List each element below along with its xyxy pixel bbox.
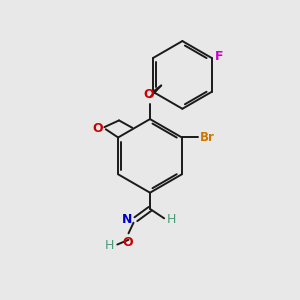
Text: O: O [143, 88, 154, 101]
Text: O: O [93, 122, 104, 135]
Text: N: N [122, 213, 132, 226]
Text: H: H [167, 213, 176, 226]
Text: H: H [105, 239, 114, 253]
Text: F: F [215, 50, 224, 63]
Text: O: O [122, 236, 133, 249]
Text: Br: Br [200, 131, 215, 144]
